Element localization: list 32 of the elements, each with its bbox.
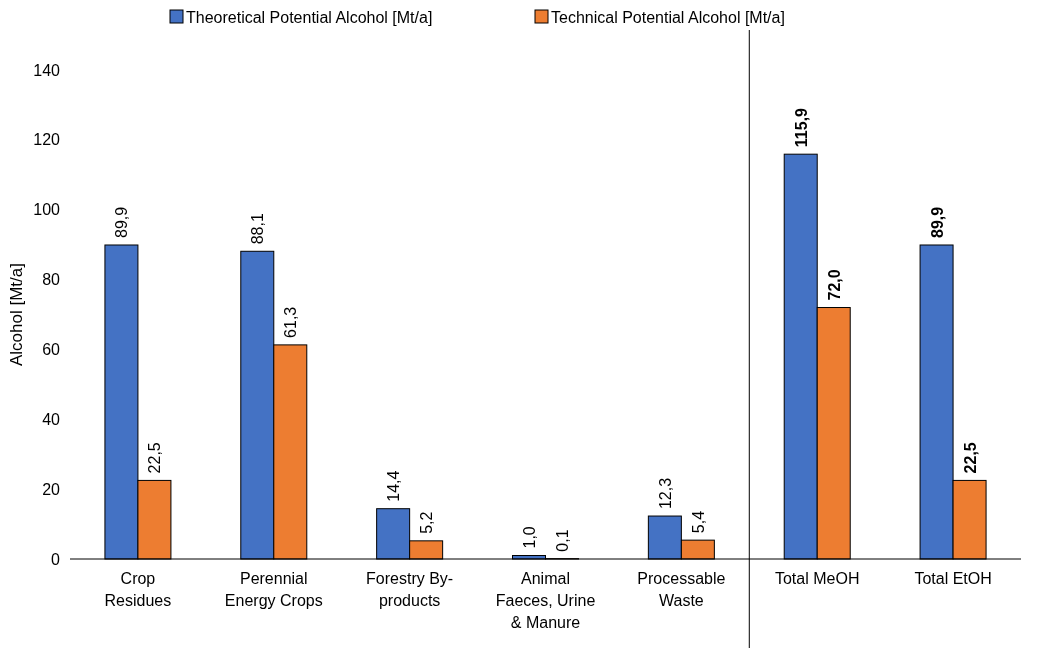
data-label: 22,5 <box>146 442 164 474</box>
x-tick-label: Perennial Energy Crops <box>224 570 323 609</box>
legend-label: Theoretical Potential Alcohol [Mt/a] <box>186 8 433 26</box>
y-tick-label: 0 <box>51 550 61 568</box>
x-tick-label: Total EtOH <box>914 570 992 587</box>
y-tick-label: 140 <box>33 61 61 79</box>
x-tick-label: Processable Waste <box>637 570 726 609</box>
data-label: 14,4 <box>385 470 403 502</box>
y-tick-label: 60 <box>42 341 61 359</box>
data-label: 61,3 <box>282 306 300 338</box>
data-label: 22,5 <box>961 442 979 474</box>
y-tick-label: 80 <box>42 271 61 289</box>
y-tick-label: 40 <box>42 410 61 428</box>
data-label: 12,3 <box>656 477 674 510</box>
x-tick-label: Forestry By- products <box>366 570 454 609</box>
data-label: 89,9 <box>113 206 131 238</box>
data-label: 115,9 <box>792 107 810 148</box>
x-tick-label: Total MeOH <box>774 570 860 587</box>
data-label: 5,2 <box>418 511 436 534</box>
data-label: 72,0 <box>825 269 843 301</box>
y-tick-label: 120 <box>33 131 61 149</box>
x-tick-label: Animal Faeces, Urine & Manure <box>495 570 596 631</box>
data-label: 88,1 <box>249 213 267 245</box>
y-tick-label: 20 <box>42 480 61 498</box>
y-tick-label: 100 <box>33 201 61 219</box>
y-axis-title: Alcohol [Mt/a] <box>7 263 26 366</box>
data-label: 1,0 <box>521 526 538 549</box>
data-label: 0,1 <box>554 529 571 552</box>
x-tick-label: Crop Residues <box>104 570 172 609</box>
data-label: 5,4 <box>689 510 707 534</box>
data-label: 89,9 <box>928 206 946 238</box>
legend-label: Technical Potential Alcohol [Mt/a] <box>551 8 785 26</box>
